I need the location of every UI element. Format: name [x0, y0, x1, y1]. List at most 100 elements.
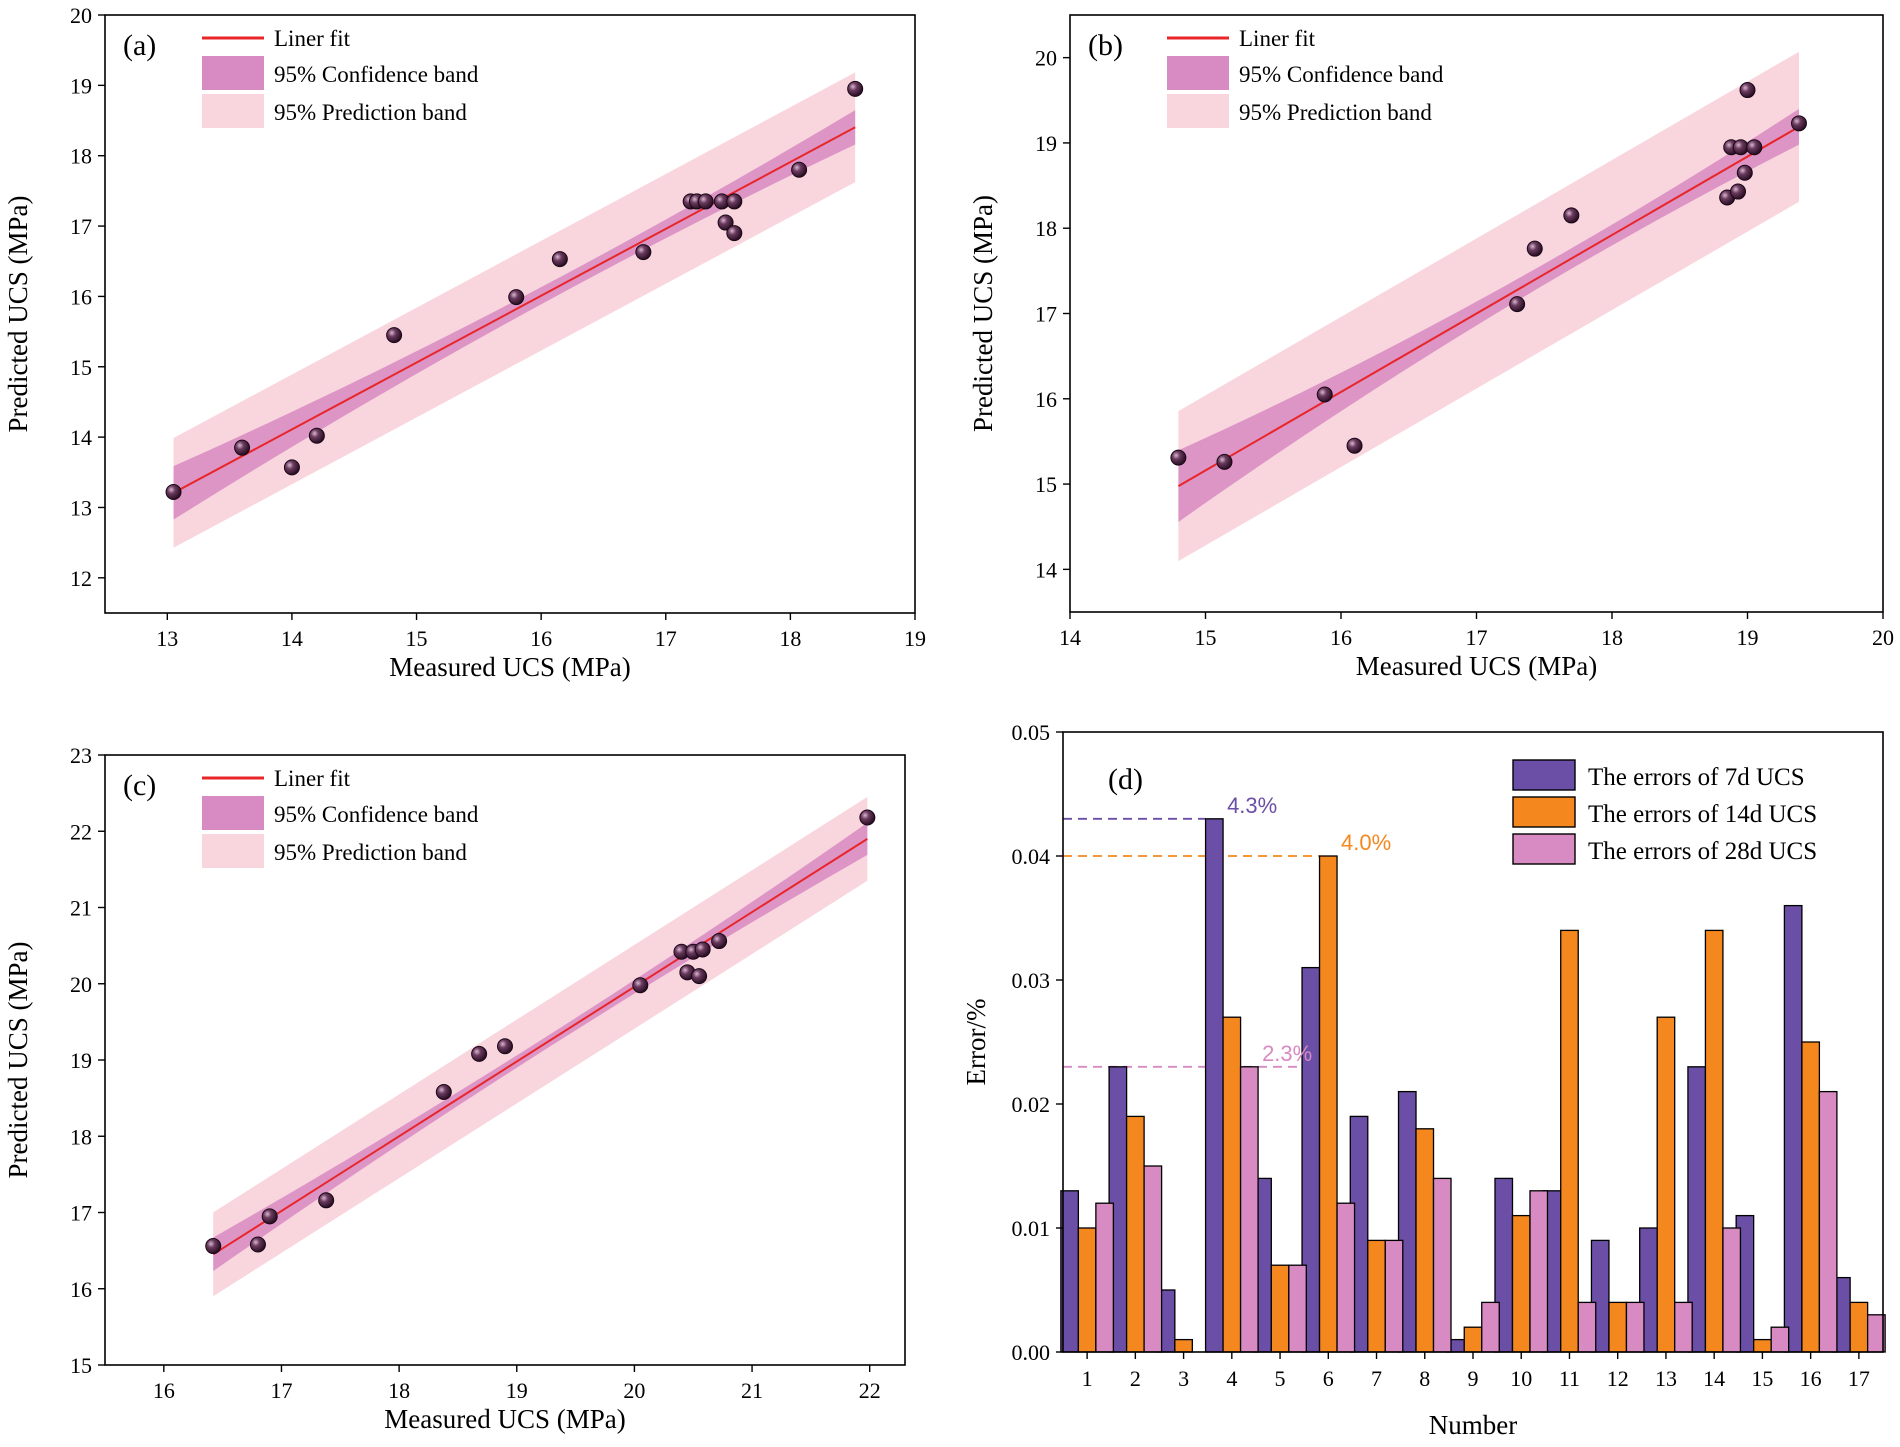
x-tick-label: 5 [1275, 1366, 1286, 1391]
bar-28d [1384, 1239, 1404, 1353]
panel-c: 16 17 18 19 20 21 22 15 16 17 18 19 20 21 22 23 Measured… [3, 743, 906, 1434]
data-point [261, 1208, 278, 1225]
legend-label-prediction: 95% Prediction band [274, 100, 467, 125]
bar-14d [1608, 1301, 1628, 1353]
data-point [1739, 82, 1756, 99]
y-tick-label: 13 [70, 495, 92, 520]
legend-label-fit: Liner fit [274, 766, 351, 791]
bar-14d [1415, 1128, 1435, 1353]
data-point [635, 244, 652, 261]
y-tick-label: 15 [70, 1353, 92, 1378]
data-point [386, 327, 403, 344]
y-tick-label: 0.01 [1012, 1216, 1051, 1241]
legend-label-prediction: 95% Prediction band [274, 840, 467, 865]
bar-14d [1849, 1301, 1869, 1353]
x-tick-label: 16 [530, 626, 552, 651]
y-axis-title: Error/% [961, 999, 991, 1086]
bar-14d [1174, 1338, 1193, 1353]
x-tick-label: 2 [1130, 1366, 1141, 1391]
legend-swatch-prediction [202, 834, 264, 868]
x-tick-label: 17 [1466, 625, 1488, 650]
x-tick-label: 9 [1468, 1366, 1479, 1391]
y-tick-label: 18 [70, 1124, 92, 1149]
x-tick-label: 17 [1848, 1366, 1870, 1391]
y-axis-title: Predicted UCS (MPa) [3, 942, 33, 1179]
legend-label-bar-14d: The errors of 14d UCS [1588, 801, 1817, 828]
bar-28d [1095, 1202, 1115, 1353]
panel-d: 4.3%4.0%2.3%0.000.010.020.030.040.051 2 3 4… [961, 720, 1886, 1440]
data-point [1563, 207, 1580, 224]
bar-28d [1432, 1177, 1452, 1353]
x-tick-label: 11 [1559, 1366, 1580, 1391]
data-point [249, 1236, 266, 1253]
data-point [1526, 240, 1543, 257]
data-point [697, 193, 714, 210]
x-tick-label: 15 [406, 626, 428, 651]
bar-14d [1077, 1227, 1097, 1353]
data-point [711, 933, 728, 950]
x-tick-label: 15 [1751, 1366, 1773, 1391]
bar-28d [1818, 1090, 1838, 1353]
x-tick-label: 13 [156, 626, 178, 651]
x-tick-label: 14 [281, 626, 303, 651]
data-point [234, 439, 251, 456]
bar-14d [1560, 929, 1579, 1353]
y-tick-label: 14 [1035, 557, 1057, 582]
data-point [694, 941, 711, 958]
y-tick-label: 19 [70, 1048, 92, 1073]
y-tick-label: 22 [70, 819, 92, 844]
legend-swatch-confidence [202, 796, 264, 830]
legend-swatch-bar-14d [1512, 796, 1576, 828]
x-axis-title: Measured UCS (MPa) [389, 652, 630, 682]
panel-b: 14 15 16 17 18 19 20 14 15 16 17 18 19 20 Measured UCS… [968, 14, 1894, 681]
legend-label-confidence: 95% Confidence band [274, 802, 479, 827]
x-tick-label: 10 [1510, 1366, 1532, 1391]
legend-label-fit: Liner fit [1239, 26, 1316, 51]
bar-28d [1577, 1301, 1597, 1353]
x-tick-label: 17 [270, 1378, 292, 1403]
y-tick-label: 16 [1035, 387, 1057, 412]
fit-line [1177, 125, 1800, 487]
bar-14d [1801, 1041, 1821, 1353]
x-tick-label: 22 [859, 1378, 881, 1403]
data-point [1170, 449, 1187, 466]
data-point [308, 427, 325, 444]
x-tick-label: 19 [904, 626, 926, 651]
y-tick-label: 0.04 [1012, 844, 1051, 869]
data-point [859, 809, 876, 826]
x-tick-label: 16 [153, 1378, 175, 1403]
y-tick-label: 15 [1035, 472, 1057, 497]
legend-swatch-bar-28d [1512, 833, 1576, 865]
y-tick-label: 14 [70, 425, 92, 450]
y-tick-label: 0.05 [1012, 720, 1051, 745]
bar-14d [1222, 1016, 1242, 1353]
annotation-label: 2.3% [1262, 1041, 1312, 1066]
bar-14d [1270, 1264, 1290, 1353]
x-tick-label: 16 [1800, 1366, 1822, 1391]
bar-14d [1367, 1239, 1386, 1353]
fit-line [173, 126, 856, 494]
y-tick-label: 18 [1035, 216, 1057, 241]
bar-14d [1318, 855, 1338, 1353]
x-tick-label: 19 [506, 1378, 528, 1403]
data-point [435, 1084, 452, 1101]
bar-14d [1463, 1326, 1483, 1353]
data-point [508, 289, 525, 306]
y-tick-label: 19 [1035, 131, 1057, 156]
bar-14d [1511, 1214, 1531, 1353]
bar-7d [1783, 904, 1803, 1353]
bar-28d [1336, 1202, 1356, 1353]
data-point [1732, 139, 1749, 156]
x-tick-label: 17 [655, 626, 677, 651]
data-point [726, 225, 743, 242]
data-point [205, 1238, 222, 1255]
data-point [318, 1192, 335, 1209]
x-tick-label: 16 [1330, 625, 1352, 650]
y-tick-label: 15 [70, 355, 92, 380]
legend-label-bar-7d: The errors of 7d UCS [1588, 764, 1805, 791]
plot-frame [104, 14, 916, 614]
x-axis-title: Measured UCS (MPa) [1356, 651, 1597, 681]
data-point [165, 483, 182, 500]
legend-label-confidence: 95% Confidence band [1239, 62, 1444, 87]
